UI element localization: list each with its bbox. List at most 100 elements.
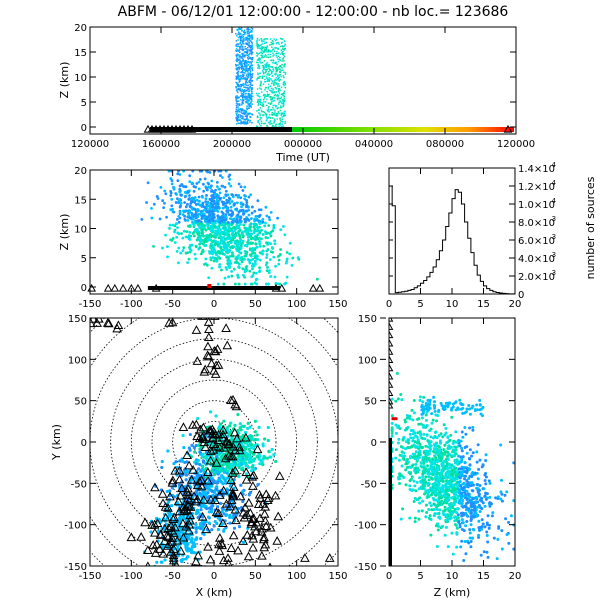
- source-point: [244, 111, 246, 113]
- source-point: [250, 211, 254, 215]
- source-point: [266, 74, 268, 76]
- source-point: [284, 83, 286, 86]
- source-point: [236, 55, 238, 58]
- source-point: [244, 37, 247, 39]
- source-point: [283, 71, 285, 74]
- source-point: [269, 234, 273, 238]
- station-triangle: [207, 428, 218, 438]
- source-point: [416, 441, 420, 445]
- source-point: [263, 66, 266, 68]
- source-point: [465, 501, 469, 505]
- source-point: [248, 38, 250, 41]
- range-ring: [172, 400, 256, 484]
- source-point: [272, 52, 274, 54]
- source-point: [246, 27, 249, 30]
- station-triangle: [195, 424, 206, 434]
- source-point: [270, 79, 273, 81]
- source-point: [235, 40, 238, 42]
- source-point: [424, 444, 428, 448]
- source-point: [181, 557, 186, 561]
- source-point: [283, 282, 286, 286]
- source-point: [259, 102, 262, 104]
- source-point: [246, 90, 248, 92]
- source-point: [256, 101, 259, 103]
- source-point: [267, 109, 270, 111]
- source-point: [265, 86, 268, 89]
- source-point: [251, 45, 253, 47]
- source-point: [263, 38, 265, 41]
- source-point: [192, 230, 196, 234]
- source-point: [418, 442, 422, 446]
- z-y-sources: [389, 318, 515, 566]
- source-point: [269, 116, 271, 119]
- source-point: [282, 48, 285, 50]
- source-point: [257, 73, 259, 76]
- source-point: [247, 493, 251, 497]
- source-point: [240, 115, 243, 117]
- source-point: [242, 112, 244, 115]
- source-point: [212, 200, 216, 203]
- source-point: [406, 465, 410, 469]
- source-point: [249, 61, 251, 63]
- source-point: [222, 243, 226, 247]
- source-point: [243, 121, 246, 123]
- source-point: [280, 105, 282, 107]
- source-point: [248, 90, 251, 92]
- source-point: [179, 201, 183, 205]
- source-point: [223, 276, 227, 280]
- source-point: [249, 81, 252, 83]
- source-point: [249, 94, 251, 96]
- source-point: [261, 91, 263, 93]
- source-point: [227, 225, 231, 228]
- source-point: [271, 66, 274, 68]
- source-point: [272, 96, 274, 99]
- source-point: [245, 54, 247, 56]
- source-point: [266, 118, 268, 120]
- source-point: [237, 465, 241, 470]
- source-point: [250, 97, 252, 99]
- source-point: [243, 54, 246, 57]
- source-point: [248, 425, 252, 429]
- station-triangle: [200, 442, 211, 451]
- source-point: [246, 86, 248, 89]
- source-point: [250, 27, 253, 29]
- source-point: [265, 95, 268, 98]
- source-point: [251, 79, 253, 82]
- source-point: [218, 174, 222, 177]
- source-point: [226, 256, 230, 260]
- source-point: [283, 84, 285, 87]
- source-point: [264, 63, 266, 66]
- source-point: [239, 46, 241, 49]
- source-point: [240, 57, 242, 59]
- source-point: [280, 38, 283, 40]
- source-point: [275, 82, 278, 85]
- source-point: [239, 119, 241, 121]
- source-point: [247, 99, 250, 101]
- source-point: [222, 282, 226, 286]
- source-point: [266, 41, 268, 44]
- source-point: [284, 261, 288, 265]
- source-point: [283, 45, 286, 47]
- source-point: [248, 45, 250, 47]
- source-point: [242, 33, 245, 36]
- source-point: [505, 490, 509, 494]
- source-point: [247, 258, 251, 262]
- source-point: [249, 35, 252, 38]
- source-point: [194, 458, 198, 462]
- source-point: [161, 199, 165, 202]
- station-triangle: [221, 498, 232, 508]
- source-point: [464, 552, 468, 556]
- source-point: [238, 119, 240, 122]
- source-point: [184, 235, 188, 239]
- source-point: [199, 537, 203, 541]
- source-point: [256, 52, 258, 54]
- source-point: [244, 265, 248, 269]
- source-point: [184, 548, 189, 552]
- source-point: [273, 62, 276, 64]
- source-point: [278, 85, 281, 87]
- source-point: [281, 99, 284, 101]
- source-point: [253, 419, 258, 423]
- source-point: [260, 38, 262, 40]
- source-point: [249, 232, 253, 236]
